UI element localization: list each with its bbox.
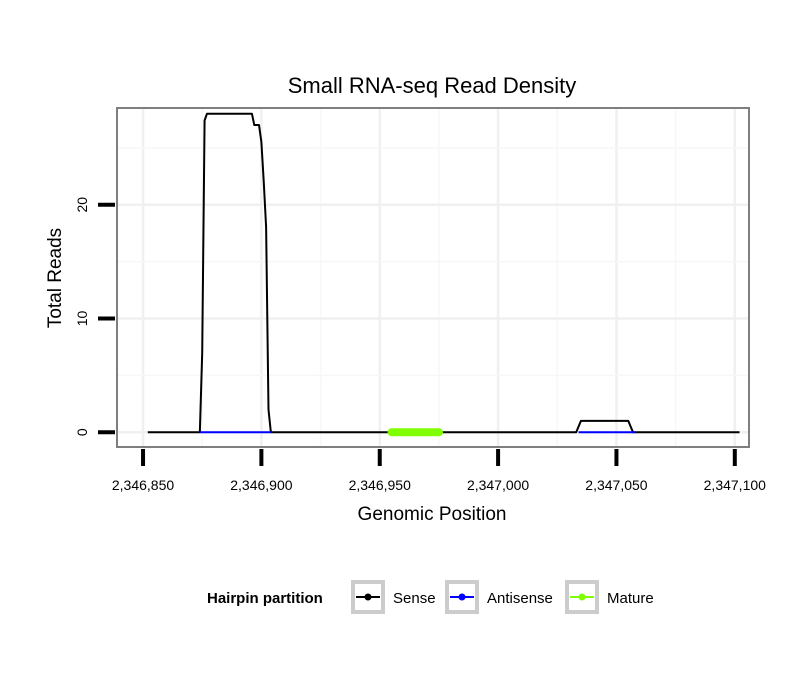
x-tick-label: 2,346,950 [349, 477, 411, 493]
legend-item-antisense: Antisense [445, 580, 553, 614]
x-tick-label: 2,347,100 [704, 477, 766, 493]
y-axis-title: Total Reads [45, 228, 66, 328]
legend-title: Hairpin partition [207, 590, 323, 607]
x-axis-title: Genomic Position [358, 504, 507, 525]
y-tick-label: 0 [74, 428, 90, 436]
x-tick-label: 2,346,850 [112, 477, 174, 493]
y-axis: 0 10 20 [74, 197, 115, 436]
x-axis: 2,346,850 2,346,900 2,346,950 2,347,000 2,34… [112, 449, 766, 493]
y-tick-label: 20 [74, 197, 90, 213]
series-line-sense [147, 112, 740, 434]
legend-label-antisense: Antisense [487, 590, 553, 607]
legend-label-sense: Sense [393, 590, 436, 607]
legend-dot-sense [364, 593, 372, 601]
chart-title: Small RNA-seq Read Density [288, 73, 577, 98]
legend-dot-mature [578, 593, 586, 601]
y-tick-label: 10 [74, 310, 90, 326]
plot-panel-border [116, 107, 750, 448]
x-tick-label: 2,347,050 [585, 477, 647, 493]
series-layer [147, 112, 740, 437]
legend: Hairpin partition Sense Antisense Mature [207, 580, 654, 614]
legend-item-mature: Mature [565, 580, 654, 614]
legend-item-sense: Sense [351, 580, 436, 614]
legend-dot-antisense [458, 593, 466, 601]
grid-layer [117, 108, 749, 447]
legend-label-mature: Mature [607, 590, 654, 607]
x-tick-label: 2,347,000 [467, 477, 529, 493]
x-tick-label: 2,346,900 [230, 477, 292, 493]
